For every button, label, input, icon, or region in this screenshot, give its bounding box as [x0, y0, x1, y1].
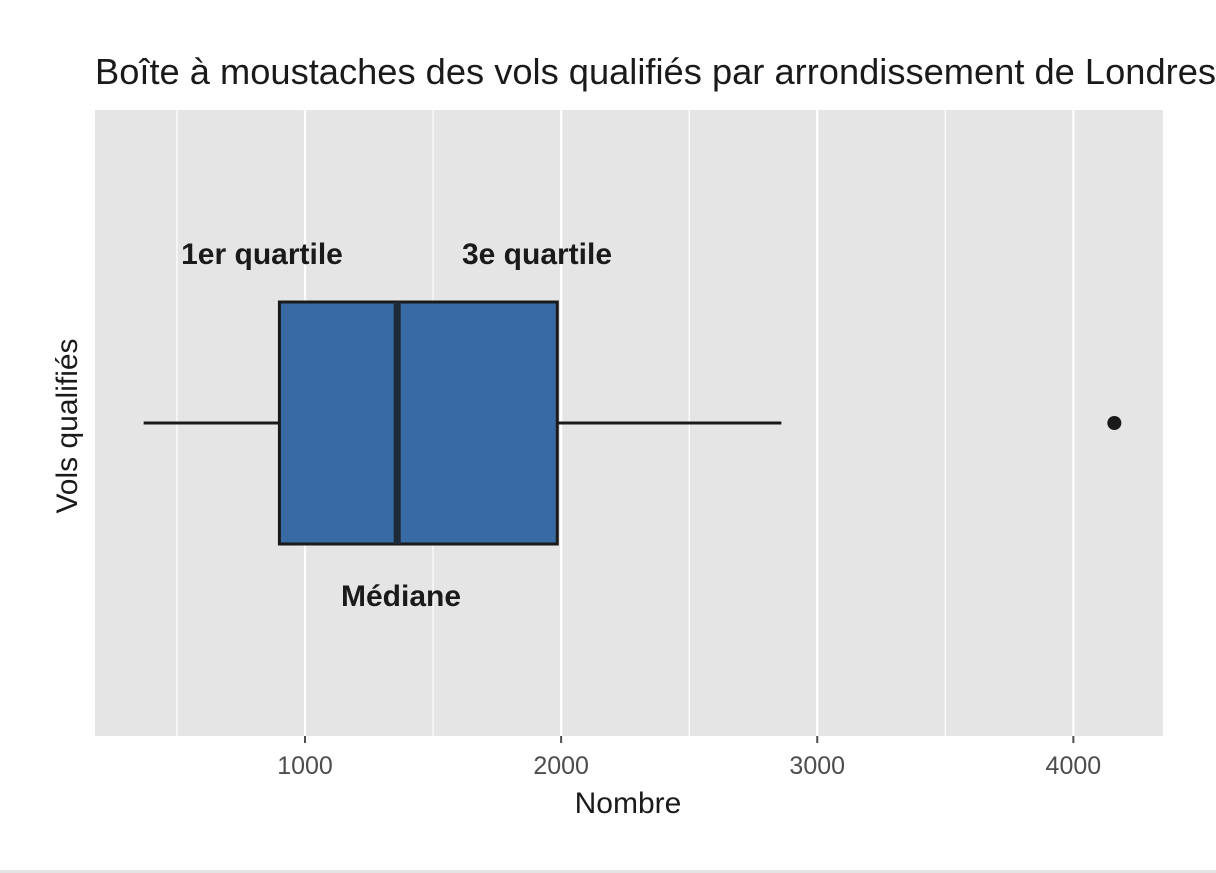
- x-axis-ticks: 1000 2000 3000 4000: [277, 736, 1101, 780]
- x-tick-label: 3000: [789, 752, 845, 780]
- iqr-box: [277, 300, 559, 546]
- y-axis-label: Vols qualifiés: [51, 338, 84, 513]
- q1-annotation: 1er quartile: [181, 238, 343, 271]
- x-tick-label: 2000: [533, 752, 589, 780]
- median-annotation: Médiane: [341, 580, 461, 613]
- bottom-rule: [0, 870, 1216, 873]
- x-axis-label: Nombre: [575, 787, 682, 820]
- x-tick-label: 1000: [277, 752, 333, 780]
- x-tick-label: 4000: [1046, 752, 1102, 780]
- box-marks: [143, 300, 1122, 546]
- outlier-point: [1107, 416, 1122, 430]
- chart-title: Boîte à moustaches des vols qualifiés pa…: [95, 51, 1216, 92]
- q3-annotation: 3e quartile: [462, 238, 612, 271]
